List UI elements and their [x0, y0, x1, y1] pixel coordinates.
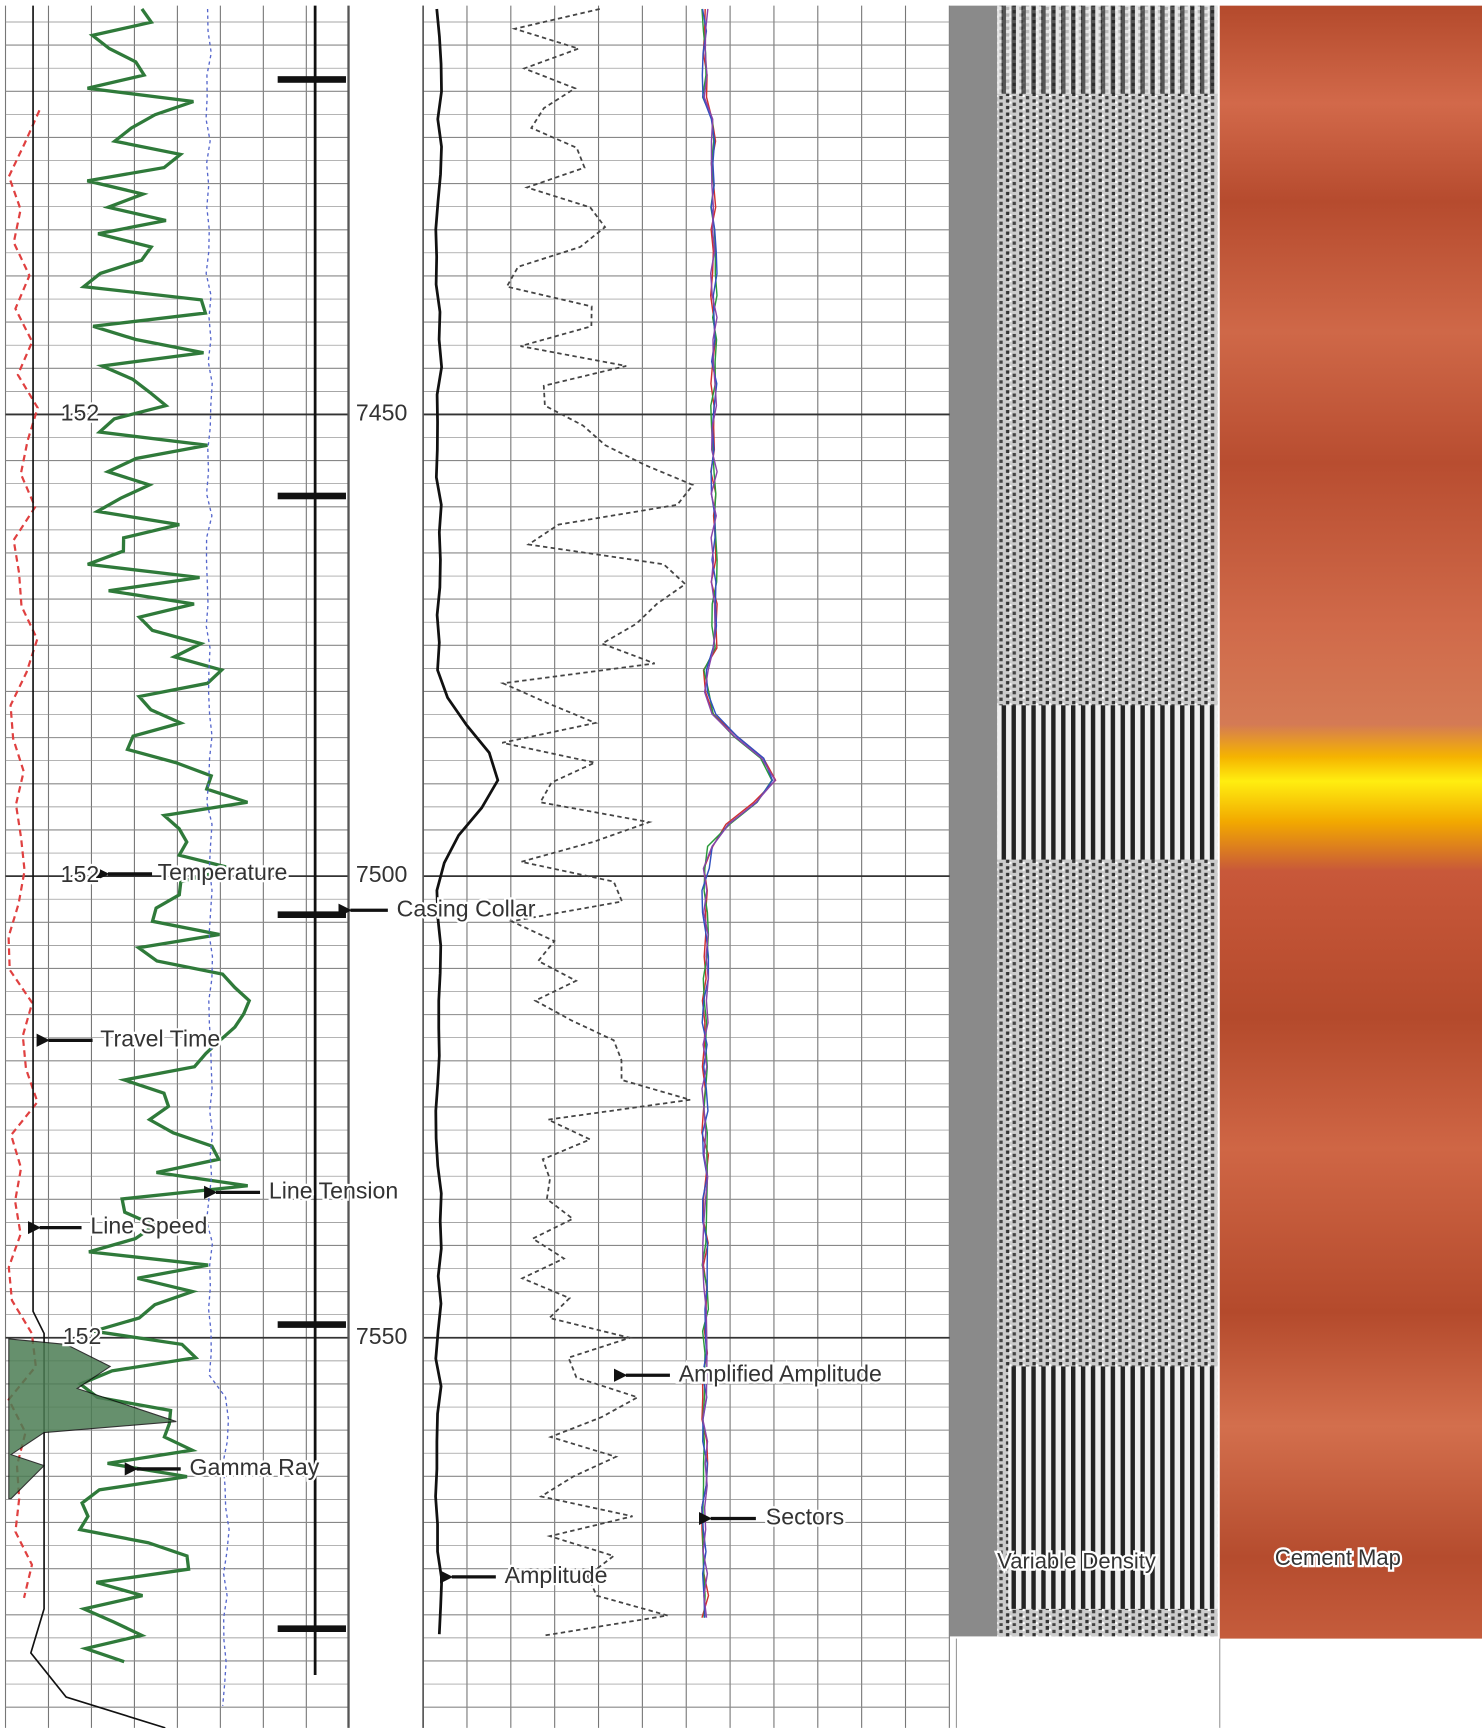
depth-label: 7550	[356, 1323, 407, 1349]
curve-label: Travel Time	[100, 1025, 220, 1051]
curves	[7, 5, 777, 1728]
casing-collar	[277, 911, 346, 918]
casing-collar	[277, 1321, 346, 1328]
casing-collar	[277, 492, 346, 500]
curve-label: Casing Collar	[397, 895, 536, 921]
track-value: 152	[61, 861, 100, 887]
gamma-ray-curve	[77, 8, 252, 1664]
amplified-amplitude-curve	[499, 8, 695, 1637]
line-speed-curve	[29, 5, 166, 1728]
curve-label: Line Speed	[90, 1213, 207, 1239]
track-value: 152	[61, 400, 100, 426]
grid	[4, 5, 950, 1728]
sector-curve	[701, 8, 777, 1618]
depth-label: 7500	[356, 861, 407, 887]
curve-label: Gamma Ray	[190, 1454, 320, 1480]
track-label: Cement Map	[1275, 1545, 1401, 1570]
depth-label: 7450	[356, 400, 407, 426]
track-label: Variable Density	[997, 1548, 1156, 1573]
curve-label: Temperature	[158, 859, 288, 885]
casing-collar	[277, 76, 346, 83]
vdl-free-pipe	[997, 5, 1218, 94]
vdl-free-pipe	[997, 705, 1218, 860]
line-tension-curve	[205, 8, 230, 1706]
curve-label: Line Tension	[269, 1177, 398, 1203]
curve-label: Amplified Amplitude	[679, 1360, 882, 1386]
vdl-free-pipe	[1008, 1366, 1218, 1609]
casing-collar	[277, 1625, 346, 1632]
gamma-ray-fill	[8, 1338, 177, 1500]
curve-label: Sectors	[766, 1504, 844, 1530]
curve-label: Amplitude	[505, 1562, 608, 1588]
amplitude-curve	[434, 8, 500, 1635]
cement-map	[1219, 5, 1482, 1639]
track-value: 152	[63, 1323, 102, 1349]
